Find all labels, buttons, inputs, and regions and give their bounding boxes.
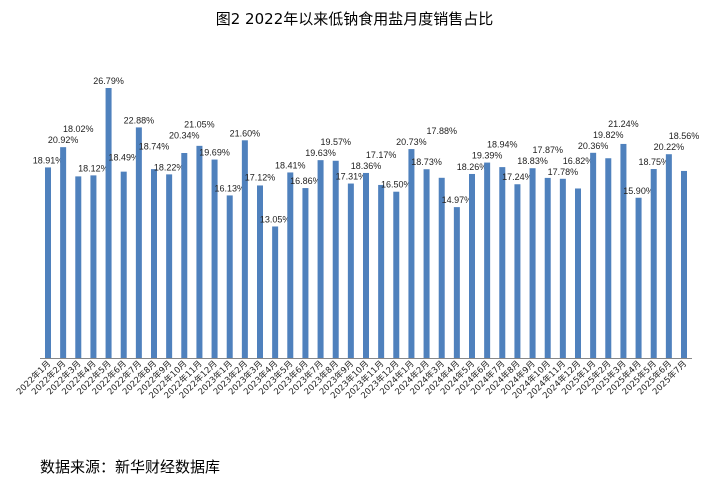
bar <box>166 174 173 358</box>
bar <box>60 147 67 358</box>
bar <box>393 191 400 358</box>
bar <box>90 175 97 358</box>
data-label: 17.78% <box>548 167 579 177</box>
bar <box>363 172 369 358</box>
bar <box>620 143 627 358</box>
data-label: 19.39% <box>472 151 503 161</box>
data-label: 18.41% <box>275 160 306 170</box>
data-label: 16.50% <box>381 180 412 190</box>
bar <box>317 160 324 358</box>
data-label: 17.12% <box>245 172 276 182</box>
data-label: 19.57% <box>320 137 351 147</box>
data-label: 20.92% <box>48 135 79 145</box>
data-label: 18.73% <box>411 157 442 167</box>
data-label: 17.87% <box>532 145 563 155</box>
data-label: 21.60% <box>230 128 261 138</box>
bar <box>75 176 82 358</box>
bar <box>514 184 521 358</box>
bar <box>408 149 415 358</box>
data-label: 18.75% <box>638 157 669 167</box>
bar <box>347 183 354 358</box>
data-label: 21.05% <box>184 119 215 129</box>
data-label: 18.49% <box>108 152 139 162</box>
bar <box>302 188 309 358</box>
data-label: 18.74% <box>139 141 170 151</box>
bar <box>241 140 248 358</box>
data-label: 18.26% <box>457 162 488 172</box>
data-label: 18.12% <box>78 163 109 173</box>
data-label: 20.34% <box>169 130 200 140</box>
bar <box>332 160 339 358</box>
bar <box>484 162 491 358</box>
data-label: 19.69% <box>199 148 230 158</box>
bar <box>211 159 218 358</box>
data-label: 17.17% <box>366 150 397 160</box>
data-label: 20.73% <box>396 137 427 147</box>
bar <box>120 171 127 358</box>
data-label: 19.63% <box>305 148 336 158</box>
bar <box>423 169 430 358</box>
bar <box>105 88 112 358</box>
data-label: 16.82% <box>563 156 594 166</box>
data-label: 18.91% <box>33 155 64 165</box>
bar <box>544 177 551 358</box>
bar <box>135 127 142 358</box>
bar <box>681 170 687 358</box>
bar <box>151 169 157 358</box>
data-label: 18.94% <box>487 140 518 150</box>
data-label: 13.05% <box>260 214 291 224</box>
bar <box>45 167 51 358</box>
data-label: 17.88% <box>426 126 457 136</box>
bar <box>287 172 294 358</box>
bar <box>499 167 506 358</box>
bar <box>559 178 566 358</box>
bar <box>529 168 536 358</box>
data-label: 16.86% <box>290 176 321 186</box>
bar <box>181 153 188 358</box>
bar <box>469 173 475 358</box>
data-label: 18.36% <box>351 161 382 171</box>
bar <box>272 226 279 358</box>
data-label: 14.97% <box>442 195 473 205</box>
data-label: 22.88% <box>124 115 155 125</box>
data-source: 数据来源：新华财经数据库 <box>40 458 221 476</box>
chart-title: 图2 2022年以来低钠食用盐月度销售占比 <box>215 10 494 28</box>
data-label: 21.24% <box>608 119 639 129</box>
data-label: 18.22% <box>154 162 185 172</box>
bar <box>590 152 597 358</box>
bar <box>635 197 642 358</box>
bar <box>378 184 385 358</box>
bar <box>257 185 263 358</box>
bar <box>575 188 581 358</box>
bar <box>226 195 233 358</box>
data-label: 18.02% <box>63 124 94 134</box>
data-label: 15.90% <box>623 186 654 196</box>
data-label: 26.79% <box>93 76 124 86</box>
bar <box>650 169 657 358</box>
bar <box>605 158 612 358</box>
data-label: 19.82% <box>593 130 624 140</box>
bar <box>438 177 445 358</box>
data-label: 16.13% <box>214 183 245 193</box>
bar <box>453 207 460 358</box>
data-label: 20.36% <box>578 141 609 151</box>
bar <box>196 145 203 358</box>
data-label: 20.22% <box>654 142 685 152</box>
data-label: 18.83% <box>517 156 548 166</box>
data-label: 17.31% <box>336 172 367 182</box>
data-label: 17.24% <box>502 172 533 182</box>
data-label: 18.56% <box>669 131 700 141</box>
bar <box>665 154 672 358</box>
